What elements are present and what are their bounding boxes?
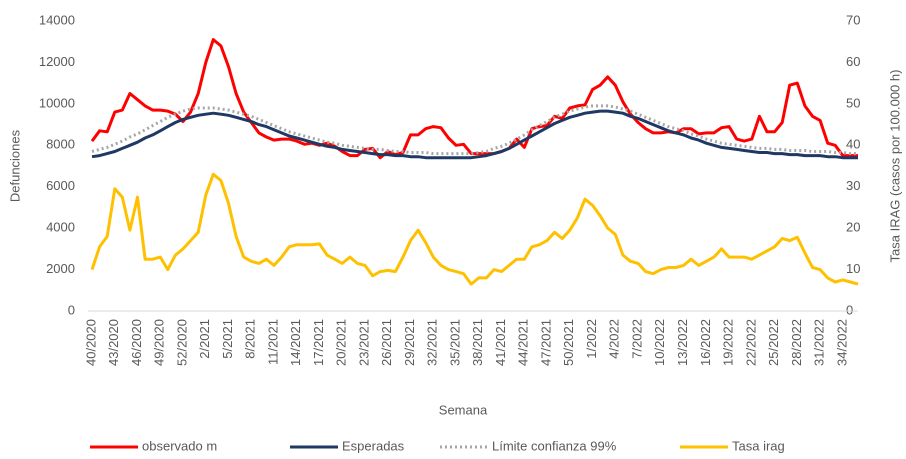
- x-tick-label: 28/2022: [789, 319, 804, 366]
- x-tick-label: 47/2021: [538, 319, 553, 366]
- series-line: [91, 104, 858, 156]
- x-tick-label: 40/2020: [83, 319, 98, 366]
- y-tick-label: 6000: [46, 178, 75, 193]
- x-tick-label: 34/2022: [834, 319, 849, 366]
- y2-tick-label: 10: [846, 261, 860, 276]
- y-tick-label: 0: [68, 302, 75, 317]
- x-tick-label: 32/2021: [425, 319, 440, 366]
- legend-label: observado m: [142, 438, 217, 453]
- x-tick-label: 19/2022: [721, 319, 736, 366]
- y2-tick-label: 30: [846, 178, 860, 193]
- y2-tick-label: 40: [846, 137, 860, 152]
- y2-axis-title: Tasa IRAG (casos por 100.000 h): [887, 70, 902, 263]
- x-tick-label: 4/2022: [607, 319, 622, 359]
- x-tick-label: 10/2022: [652, 319, 667, 366]
- x-tick-label: 16/2022: [698, 319, 713, 366]
- x-tick-label: 38/2021: [470, 319, 485, 366]
- y-tick-label: 2000: [46, 261, 75, 276]
- x-axis-title: Semana: [439, 402, 488, 417]
- y-axis-title: Defunciones: [7, 129, 22, 202]
- y2-tick-label: 0: [846, 302, 853, 317]
- series-line: [90, 172, 859, 286]
- x-tick-label: 8/2021: [243, 319, 258, 359]
- x-tick-label: 25/2022: [766, 319, 781, 366]
- x-tick-label: 23/2021: [356, 319, 371, 366]
- x-tick-label: 31/2022: [812, 319, 827, 366]
- x-tick-label: 49/2020: [152, 319, 167, 366]
- x-tick-label: 52/2020: [174, 319, 189, 366]
- x-tick-label: 11/2021: [265, 319, 280, 365]
- x-tick-label: 22/2022: [743, 319, 758, 366]
- y2-tick-label: 70: [846, 12, 860, 27]
- x-tick-label: 13/2022: [675, 319, 690, 366]
- y-tick-label: 12000: [39, 54, 75, 69]
- series-line: [91, 109, 858, 160]
- x-tick-label: 46/2020: [129, 319, 144, 366]
- x-tick-label: 5/2021: [220, 319, 235, 359]
- x-tick-label: 41/2021: [493, 319, 508, 366]
- y2-tick-label: 60: [846, 54, 860, 69]
- legend-label: Esperadas: [342, 438, 405, 453]
- x-tick-label: 26/2021: [379, 319, 394, 366]
- x-tick-label: 44/2021: [516, 319, 531, 366]
- x-tick-label: 14/2021: [288, 319, 303, 366]
- x-tick-label: 35/2021: [447, 319, 462, 366]
- series-line: [90, 38, 858, 160]
- y-tick-label: 4000: [46, 220, 75, 235]
- y2-tick-label: 20: [846, 220, 860, 235]
- legend-label: Límite confianza 99%: [492, 438, 617, 453]
- y-tick-label: 10000: [39, 95, 75, 110]
- x-tick-label: 7/2022: [629, 319, 644, 359]
- x-tick-label: 29/2021: [402, 319, 417, 366]
- legend-label: Tasa irag: [732, 438, 785, 453]
- x-tick-label: 17/2021: [311, 319, 326, 366]
- y2-tick-label: 50: [846, 95, 860, 110]
- x-tick-label: 50/2021: [561, 319, 576, 366]
- x-tick-label: 20/2021: [334, 319, 349, 366]
- x-tick-label: 1/2022: [584, 319, 599, 359]
- y-tick-label: 8000: [46, 137, 75, 152]
- x-tick-label: 2/2021: [197, 319, 212, 359]
- x-tick-label: 43/2020: [106, 319, 121, 366]
- y-tick-label: 14000: [39, 12, 75, 27]
